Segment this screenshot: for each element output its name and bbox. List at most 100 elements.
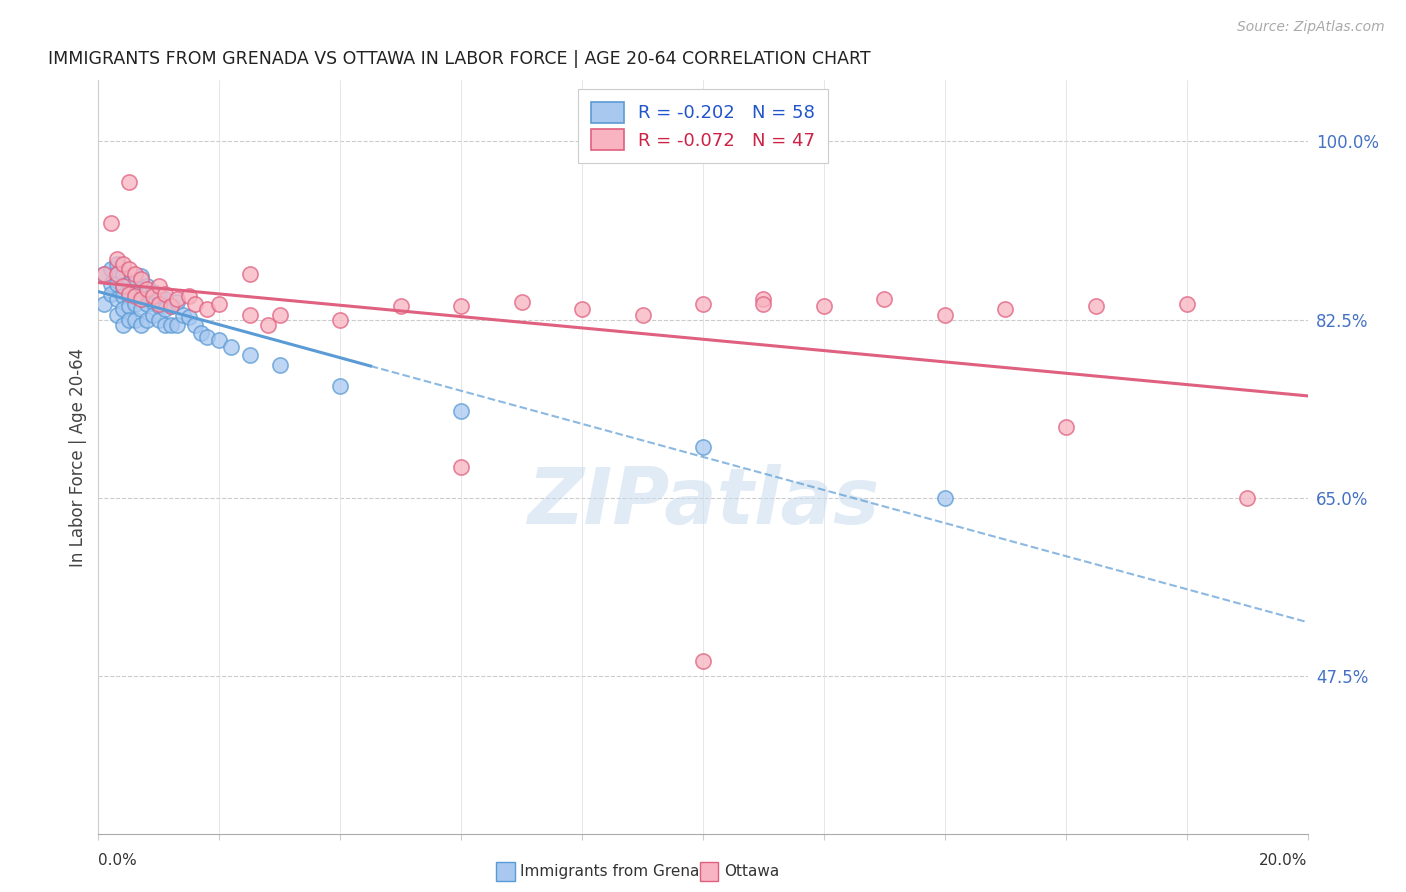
Point xyxy=(105,267,128,281)
Point xyxy=(148,312,170,326)
Point xyxy=(153,287,176,301)
Point xyxy=(129,302,152,317)
Text: ZIPatlas: ZIPatlas xyxy=(527,465,879,541)
Point xyxy=(111,302,134,317)
Point xyxy=(93,267,115,281)
Point xyxy=(124,275,146,289)
Point xyxy=(129,272,152,286)
Text: 0.0%: 0.0% xyxy=(98,853,138,868)
Point xyxy=(873,293,896,307)
Point xyxy=(142,308,165,322)
Point xyxy=(329,312,352,326)
Point xyxy=(239,308,262,322)
Point xyxy=(124,289,146,303)
Point xyxy=(111,257,134,271)
Point xyxy=(105,277,128,291)
Point xyxy=(111,267,134,281)
Point xyxy=(934,491,956,505)
Point xyxy=(329,379,352,393)
Legend: R = -0.202   N = 58, R = -0.072   N = 47: R = -0.202 N = 58, R = -0.072 N = 47 xyxy=(578,89,828,162)
Point xyxy=(450,460,472,475)
Point xyxy=(1236,491,1258,505)
Point xyxy=(166,293,188,307)
Point xyxy=(129,293,152,307)
Point xyxy=(93,267,115,281)
Point xyxy=(510,295,533,310)
Text: IMMIGRANTS FROM GRENADA VS OTTAWA IN LABOR FORCE | AGE 20-64 CORRELATION CHART: IMMIGRANTS FROM GRENADA VS OTTAWA IN LAB… xyxy=(48,50,870,68)
Point xyxy=(118,277,141,291)
Point xyxy=(142,289,165,303)
Point xyxy=(118,312,141,326)
Point xyxy=(752,297,775,311)
Point xyxy=(1175,297,1198,311)
Point xyxy=(118,299,141,313)
Point xyxy=(118,175,141,189)
Point xyxy=(111,279,134,293)
Point xyxy=(179,310,201,324)
Point xyxy=(692,654,714,668)
Point xyxy=(135,282,157,296)
Point xyxy=(105,308,128,322)
Point xyxy=(118,287,141,301)
Point xyxy=(142,285,165,300)
Point xyxy=(269,308,291,322)
Point xyxy=(100,261,122,276)
Point xyxy=(813,299,835,313)
Point xyxy=(256,318,278,332)
Point xyxy=(148,299,170,313)
Point xyxy=(631,308,654,322)
Point xyxy=(221,340,243,354)
Point xyxy=(148,289,170,303)
Point xyxy=(994,302,1017,317)
Point xyxy=(239,267,262,281)
Point xyxy=(105,293,128,307)
Text: 20.0%: 20.0% xyxy=(1260,853,1308,868)
Point xyxy=(195,330,218,344)
Point xyxy=(124,312,146,326)
Point xyxy=(105,267,128,281)
Point xyxy=(100,216,122,230)
Point xyxy=(118,289,141,303)
Point xyxy=(153,302,176,317)
Point xyxy=(450,299,472,313)
Point xyxy=(135,287,157,301)
Point xyxy=(160,299,183,313)
Point xyxy=(135,297,157,311)
Point xyxy=(166,318,188,332)
Point xyxy=(105,257,128,271)
Point xyxy=(450,404,472,418)
Point xyxy=(1085,299,1108,313)
Point xyxy=(160,318,183,332)
Point xyxy=(190,326,212,340)
Point xyxy=(208,333,231,347)
Point xyxy=(118,261,141,276)
Point xyxy=(1054,419,1077,434)
Point xyxy=(160,299,183,313)
Point xyxy=(208,297,231,311)
Point xyxy=(100,277,122,291)
Point xyxy=(934,308,956,322)
Point xyxy=(148,279,170,293)
Point xyxy=(124,287,146,301)
Point xyxy=(153,293,176,307)
Point xyxy=(111,279,134,293)
Point xyxy=(148,297,170,311)
Point xyxy=(129,289,152,303)
Point xyxy=(172,308,194,322)
Text: Immigrants from Grenada: Immigrants from Grenada xyxy=(520,864,718,879)
Point xyxy=(692,440,714,454)
Point xyxy=(129,268,152,283)
Point xyxy=(124,267,146,281)
Point xyxy=(124,297,146,311)
Point xyxy=(111,318,134,332)
Point xyxy=(179,289,201,303)
Point xyxy=(269,359,291,373)
Point xyxy=(571,302,593,317)
Point xyxy=(135,279,157,293)
Point xyxy=(166,295,188,310)
Text: Ottawa: Ottawa xyxy=(724,864,779,879)
Point xyxy=(100,287,122,301)
Point xyxy=(129,282,152,296)
Text: Source: ZipAtlas.com: Source: ZipAtlas.com xyxy=(1237,20,1385,34)
Point xyxy=(135,312,157,326)
